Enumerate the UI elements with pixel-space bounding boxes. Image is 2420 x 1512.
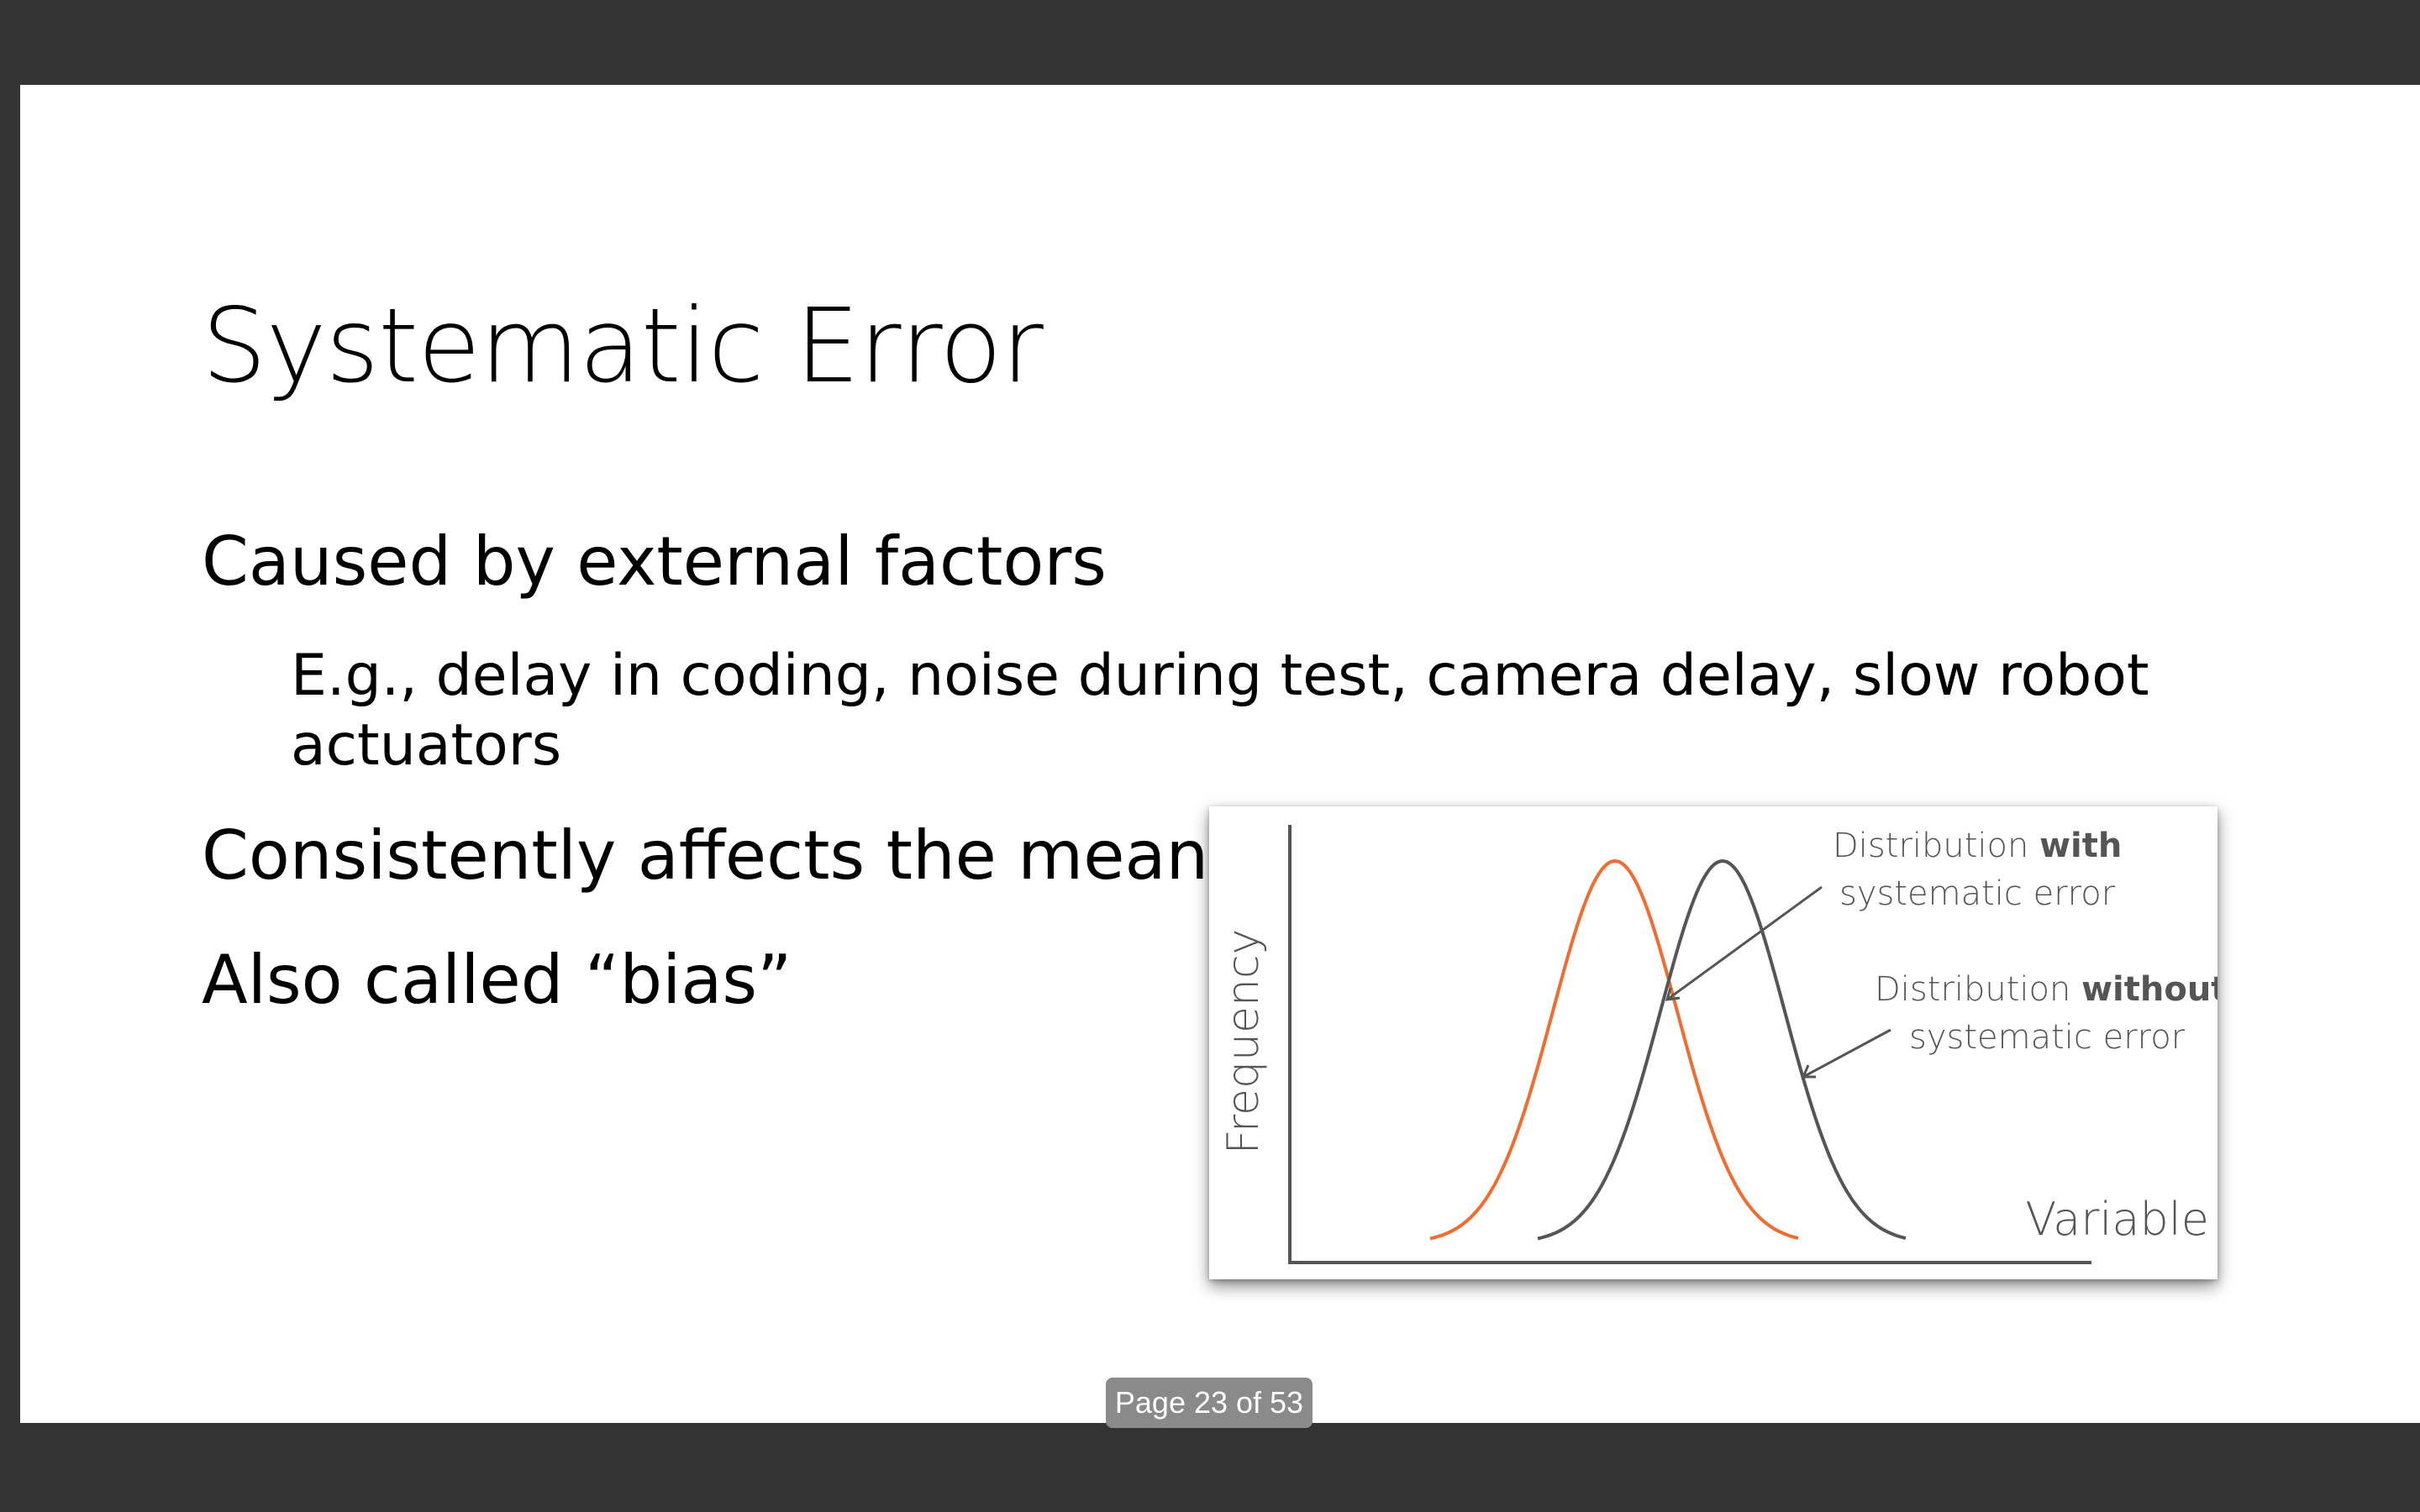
annotation-with-line2: systematic error — [1839, 874, 2116, 913]
curve-with-systematic-error — [1429, 858, 1799, 1241]
arrow-without — [1802, 1028, 1891, 1079]
y-axis-label: Frequency — [1218, 929, 1269, 1155]
annotation-without-line2: systematic error — [1909, 1018, 2186, 1057]
annotation-without-line1: Distribution without — [1875, 970, 2217, 1009]
distribution-plot: Frequency Variable Distribution with sys… — [1218, 825, 2217, 1264]
distribution-figure: Frequency Variable Distribution with sys… — [1209, 806, 2217, 1279]
sub-bullet-1: E.g., delay in coding, noise during test… — [291, 643, 2149, 779]
arrow-with — [1666, 885, 1823, 1001]
arrow-without-head — [1801, 1064, 1816, 1079]
x-axis-label: Variable — [2025, 1193, 2209, 1246]
slide-title: Systematic Error — [202, 286, 1044, 406]
bullet-3: Also called “bias” — [202, 941, 792, 1019]
page-indicator: Page 23 of 53 — [1106, 1378, 1313, 1428]
bullet-1: Caused by external factors — [202, 522, 1107, 601]
annotation-with-line1: Distribution with — [1833, 827, 2122, 865]
curve-without-systematic-error — [1537, 858, 1907, 1241]
arrow-with-head — [1665, 987, 1681, 1001]
